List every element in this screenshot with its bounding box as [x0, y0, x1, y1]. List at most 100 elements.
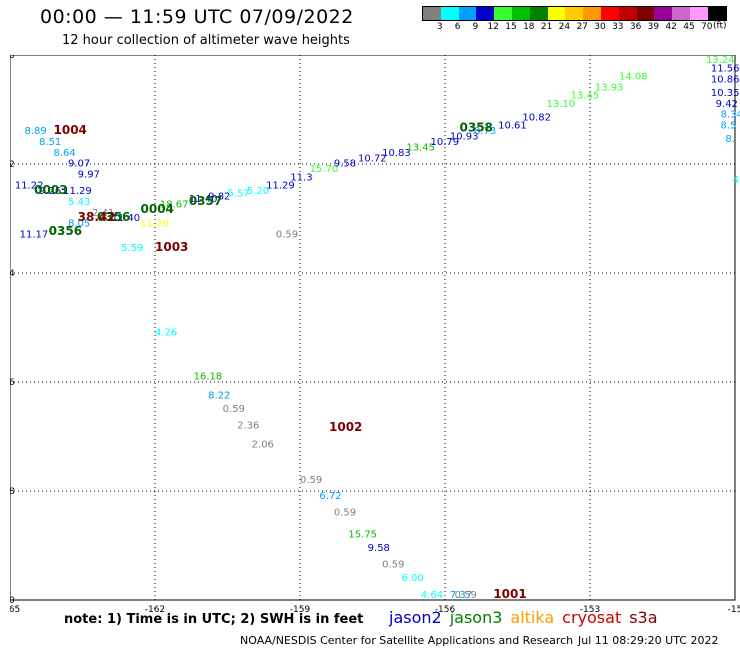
satellite-legend: jason2 jason3 altika cryosat s3a	[389, 608, 666, 627]
chart-title: 00:00 — 11:59 UTC 07/09/2022	[40, 6, 354, 28]
swh-value-label: 11.17	[20, 230, 49, 241]
swh-value-label: 11.22	[15, 181, 44, 192]
swh-value-label: 10.35	[711, 88, 740, 99]
generated-timestamp: Jul 11 08:29:20 UTC 2022	[578, 634, 719, 647]
swh-value-label: 10.72	[358, 153, 387, 164]
y-tick-label: -70	[10, 596, 15, 606]
swh-value-label: 9.42	[716, 99, 738, 110]
x-tick-label: -156	[435, 605, 456, 615]
swh-value-label: 9.58	[334, 159, 356, 170]
colorbar-tick-label: 45	[683, 22, 695, 32]
swh-value-label: 9.07	[68, 159, 90, 170]
x-tick-label: -159	[290, 605, 311, 615]
colorbar-tick-label: 30	[594, 22, 606, 32]
swh-value-label: 0.59	[334, 508, 356, 519]
pass-time-label: 0356	[97, 210, 130, 224]
swh-value-label: 6.00	[402, 573, 424, 584]
colorbar-swatch	[565, 7, 584, 20]
y-tick-label: -62	[10, 160, 15, 170]
swh-value-label: 15.70	[310, 164, 339, 175]
wave-height-colorbar	[422, 6, 727, 21]
swh-value-label: 0.59	[300, 475, 322, 486]
colorbar-tick-label: 3	[436, 22, 443, 32]
pass-time-label: 1001	[493, 587, 526, 601]
colorbar-tick-label: 27	[576, 22, 588, 32]
chart-subtitle: 12 hour collection of altimeter wave hei…	[62, 33, 350, 48]
swh-value-label: 13.24	[706, 55, 735, 66]
swh-value-label: 4.26	[155, 328, 177, 339]
swh-value-label: 5.59	[121, 243, 143, 254]
swh-value-label: 0.59	[223, 404, 245, 415]
altimeter-plot: -165 -162 -159 -156 -153 -15 -60 -62 -64 -66 -68 -7…	[10, 55, 740, 615]
colorbar-tick-label: 24	[558, 22, 571, 32]
colorbar-swatch	[654, 7, 673, 20]
swh-value-label: 9.58	[368, 543, 390, 554]
colorbar-tick-labels: 3 6 9 12 15 18 21 24 27 30 33 36 39 42 45 70	[422, 22, 732, 34]
swh-value-label: 10.86	[711, 74, 740, 85]
colorbar-swatch	[529, 7, 548, 20]
swh-value-label: 11.56	[711, 63, 740, 74]
pass-time-label: 1002	[329, 420, 362, 434]
swh-value-label: 9.26	[39, 186, 61, 197]
swh-value-label: 8.73	[474, 126, 496, 137]
swh-value-label: 2.41	[92, 208, 114, 219]
colorbar-swatch	[547, 7, 566, 20]
colorbar-swatch	[511, 7, 530, 20]
colorbar-tick-label: 21	[540, 22, 553, 32]
pass-time-label: 0356	[49, 224, 82, 238]
colorbar-swatch	[458, 7, 477, 20]
pass-time-label: 1003	[155, 240, 188, 254]
swh-value-label: 4	[733, 175, 739, 186]
legend-entry: cryosat	[562, 608, 622, 627]
swh-value-label: 13.93	[595, 82, 624, 93]
colorbar-swatch	[707, 7, 726, 20]
swh-value-label: 13.10	[547, 99, 576, 110]
colorbar-tick-label: 18	[523, 22, 535, 32]
swh-value-label: 5.20	[247, 186, 269, 197]
swh-value-label: 8.22	[208, 390, 230, 401]
colorbar-swatch	[494, 7, 512, 20]
swh-value-label: 10.79	[431, 137, 460, 148]
swh-value-label: 8.89	[25, 126, 47, 137]
x-tick-label: -153	[580, 605, 600, 615]
colorbar-swatch	[423, 7, 441, 20]
footnote: note: 1) Time is in UTC; 2) SWH is in fe…	[64, 612, 364, 627]
y-tick-label: -64	[10, 269, 15, 279]
legend-entry: s3a	[629, 608, 658, 627]
swh-value-label: 10.82	[522, 112, 551, 123]
colorbar-swatch	[583, 7, 601, 20]
swh-value-label: 2.36	[237, 420, 259, 431]
swh-value-label: 18.67	[160, 200, 189, 211]
swh-value-label: 7.37	[450, 590, 472, 601]
colorbar-swatch	[440, 7, 459, 20]
colorbar-tick-label: 36	[629, 22, 642, 32]
swh-value-label: 2.06	[252, 439, 274, 450]
credit-line: NOAA/NESDIS Center for Satellite Applica…	[240, 634, 574, 647]
legend-entry: jason3	[449, 608, 503, 627]
swh-value-label: 8.	[725, 134, 735, 145]
colorbar-swatch	[672, 7, 690, 20]
swh-value-label: 14.08	[619, 72, 648, 83]
swh-value-label: 10.83	[382, 148, 411, 159]
colorbar-swatch	[600, 7, 619, 20]
colorbar-tick-label: 6	[454, 22, 461, 32]
legend-entry: altika	[510, 608, 555, 627]
swh-value-label: 11.40	[189, 194, 218, 205]
colorbar-swatch	[636, 7, 655, 20]
swh-value-label: 11.3	[290, 172, 312, 183]
swh-value-label: 9.97	[78, 170, 100, 181]
pass-time-label: 0357	[189, 194, 222, 208]
colorbar-tick-label: 70	[701, 22, 713, 32]
x-tick-label: -162	[145, 605, 165, 615]
colorbar-swatch	[689, 7, 708, 20]
x-tick-label: -15	[728, 605, 740, 615]
pass-time-label: 0004	[141, 202, 174, 216]
swh-value-label: 8.05	[68, 219, 90, 230]
swh-value-label: 0.59	[382, 559, 404, 570]
colorbar-tick-label: 42	[665, 22, 677, 32]
swh-value-label: 11.29	[266, 181, 295, 192]
plot-frame	[10, 55, 736, 601]
swh-value-label: 0.59	[276, 230, 298, 241]
swh-value-label: 11.40	[112, 213, 141, 224]
swh-value-label: 4.64	[421, 590, 443, 601]
